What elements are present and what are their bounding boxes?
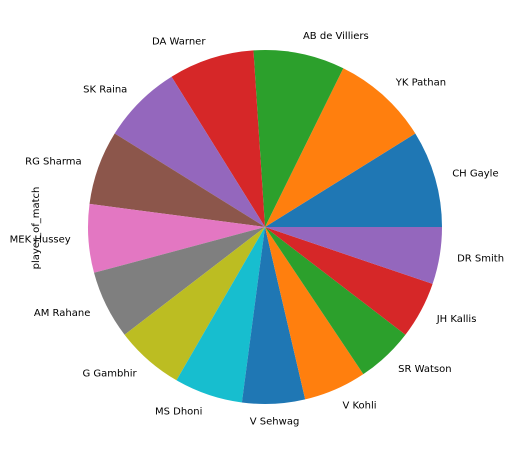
slice-label: MS Dhoni (155, 406, 202, 417)
pie-slice (265, 133, 442, 227)
slice-label: AB de Villiers (303, 31, 369, 42)
slice-label: G Gambhir (83, 368, 138, 379)
slice-label: SK Raina (83, 84, 127, 95)
slice-label: JH Kallis (436, 314, 477, 325)
pie-slice (253, 50, 344, 228)
pie-slice (88, 203, 266, 273)
slice-label: MEK Hussey (10, 235, 71, 246)
slice-label: AM Rahane (34, 308, 90, 319)
slice-label: CH Gayle (452, 169, 498, 180)
pie-slice (265, 227, 364, 400)
pie-slice (124, 227, 265, 381)
slice-label: DA Warner (152, 37, 206, 48)
slice-label: V Kohli (342, 401, 376, 412)
pie-slice (265, 68, 416, 227)
slice-label: V Sehwag (250, 416, 300, 427)
pie-slice (265, 227, 433, 335)
pie-slice (265, 227, 442, 284)
pie-slice (89, 133, 266, 227)
pie-slice (114, 76, 265, 227)
slice-label: SR Watson (398, 364, 451, 375)
pie-slice (94, 227, 265, 335)
slice-label: DR Smith (457, 254, 504, 265)
pie-slice (241, 227, 306, 404)
pie-slice (176, 227, 265, 403)
pie-slice (171, 50, 265, 228)
slice-label: YK Pathan (395, 78, 446, 89)
y-axis-label: player_of_match (31, 187, 42, 270)
slice-label: RG Sharma (25, 156, 82, 167)
pie-slice (265, 227, 406, 375)
